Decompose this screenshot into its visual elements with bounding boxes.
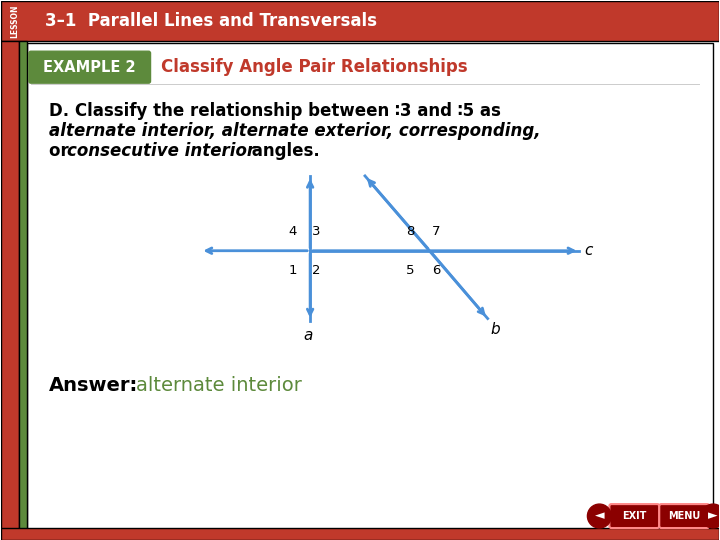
FancyBboxPatch shape (27, 43, 713, 530)
Text: 3–1  Parallel Lines and Transversals: 3–1 Parallel Lines and Transversals (45, 12, 377, 30)
Circle shape (701, 504, 720, 528)
Text: Classify Angle Pair Relationships: Classify Angle Pair Relationships (161, 58, 467, 76)
Text: alternate interior, alternate exterior, corresponding,: alternate interior, alternate exterior, … (49, 122, 541, 140)
Text: ◄: ◄ (595, 510, 604, 523)
Text: consecutive interior: consecutive interior (67, 142, 255, 160)
Text: MENU: MENU (668, 511, 701, 521)
FancyBboxPatch shape (660, 504, 709, 528)
Text: Answer:: Answer: (49, 376, 138, 395)
Text: alternate interior: alternate interior (135, 376, 302, 395)
FancyBboxPatch shape (1, 41, 19, 540)
Text: 8: 8 (407, 225, 415, 238)
Text: 2: 2 (312, 264, 320, 276)
Text: a: a (303, 328, 312, 342)
Text: b: b (490, 321, 500, 336)
FancyBboxPatch shape (1, 528, 719, 540)
FancyBboxPatch shape (1, 2, 719, 41)
Text: 3: 3 (312, 225, 320, 238)
FancyBboxPatch shape (19, 41, 27, 540)
Text: EXIT: EXIT (622, 511, 647, 521)
Text: or: or (49, 142, 74, 160)
Text: EXAMPLE 2: EXAMPLE 2 (43, 60, 136, 75)
Text: 4: 4 (289, 225, 297, 238)
Text: D. Classify the relationship between ∶3 and ∶5 as: D. Classify the relationship between ∶3 … (49, 102, 500, 120)
Text: 1: 1 (289, 264, 297, 276)
Circle shape (588, 504, 611, 528)
Text: ►: ► (708, 510, 718, 523)
Text: 6: 6 (432, 264, 440, 276)
FancyBboxPatch shape (609, 504, 660, 528)
Text: c: c (585, 243, 593, 258)
Text: 7: 7 (432, 225, 441, 238)
Text: 5: 5 (406, 264, 415, 276)
FancyBboxPatch shape (29, 51, 150, 83)
Text: LESSON: LESSON (10, 4, 19, 38)
Text: angles.: angles. (246, 142, 320, 160)
